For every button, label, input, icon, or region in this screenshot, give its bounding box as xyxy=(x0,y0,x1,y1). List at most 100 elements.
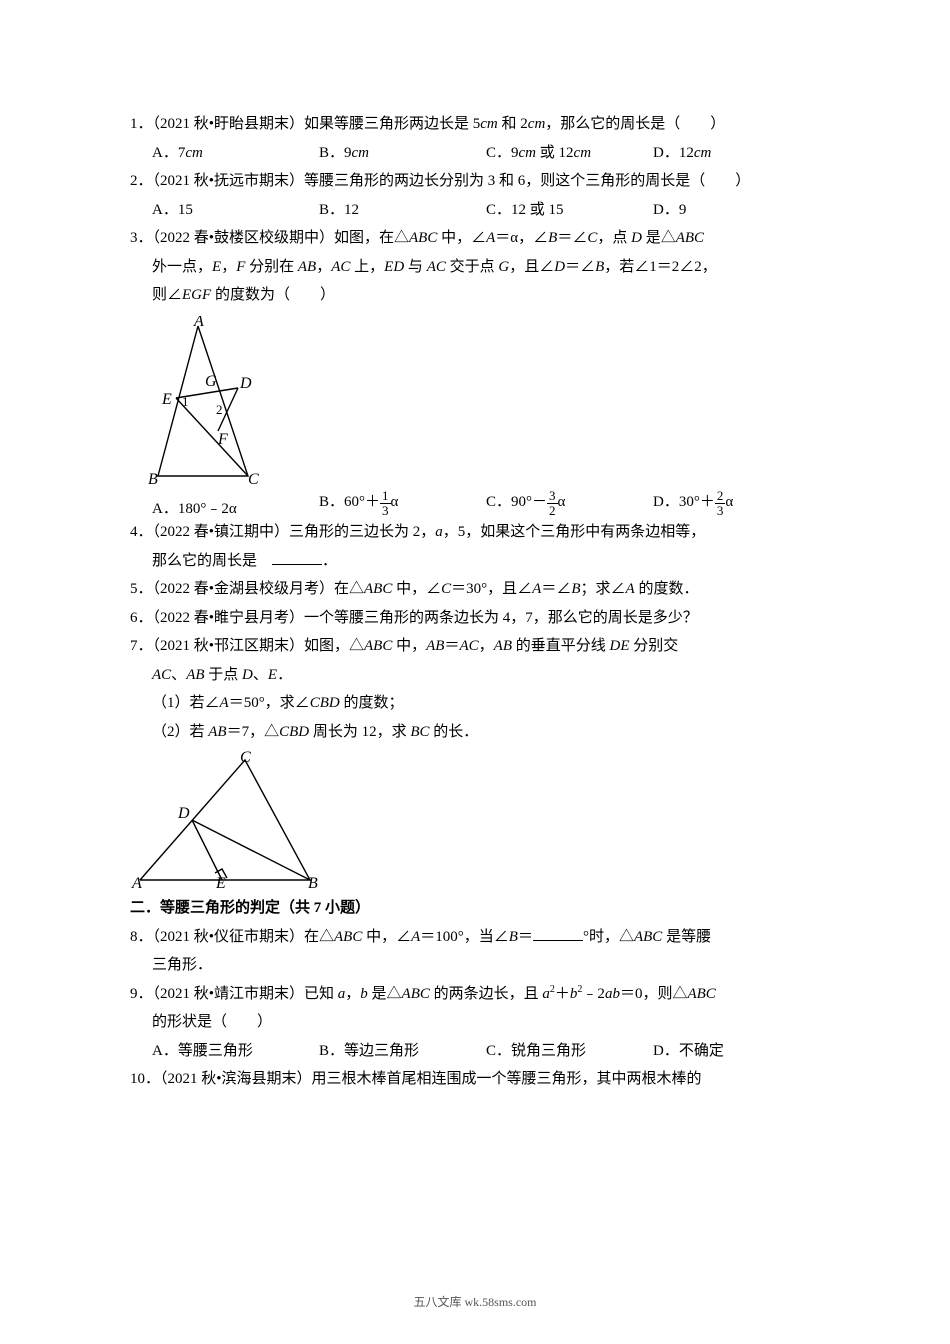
sym: a xyxy=(542,986,550,1002)
t: ＝50°，求∠ xyxy=(229,695,310,711)
sym: AB xyxy=(186,667,204,683)
t: 周长为 12，求 xyxy=(309,724,410,740)
t: （2）若 xyxy=(152,724,208,740)
t: ＝∠ xyxy=(541,581,571,597)
t: 、 xyxy=(253,667,268,683)
fraction: 13 xyxy=(380,489,391,517)
sym: b xyxy=(360,986,368,1002)
svg-text:A: A xyxy=(193,316,204,330)
question-5: 5．（2022 春•金湖县校级月考）在△ABC 中，∠C＝30°，且∠A＝∠B；… xyxy=(130,575,820,604)
svg-text:2: 2 xyxy=(216,402,223,417)
t: 是△ xyxy=(368,986,402,1002)
sym: AB xyxy=(208,724,226,740)
t: ＝0，则△ xyxy=(620,986,688,1002)
svg-text:D: D xyxy=(177,805,190,822)
sym: AB xyxy=(494,638,512,654)
question-4-line2: 那么它的周长是 ． xyxy=(130,547,820,576)
q1-textb: 和 2 xyxy=(498,116,528,132)
sym: ABC xyxy=(634,929,662,945)
question-10: 10．（2021 秋•滨海县期末）用三根木棒首尾相连围成一个等腰三角形，其中两根… xyxy=(130,1065,820,1094)
question-7-part1: （1）若∠A＝50°，求∠CBD 的度数； xyxy=(130,689,820,718)
sym: ABC xyxy=(409,230,437,246)
t: ＝ xyxy=(444,638,459,654)
sym: ABC xyxy=(402,986,430,1002)
t: 是等腰 xyxy=(662,929,711,945)
q2-options: A．15 B．12 C．12 或 15 D．9 xyxy=(130,196,820,225)
sym: A xyxy=(532,581,541,597)
q1-opt-b: B．9cm xyxy=(319,139,486,168)
sym: B xyxy=(509,929,518,945)
q3-options: A．180°﹣2α B．60°＋13α C．90°－32α D．30°＋23α xyxy=(130,490,820,519)
t: 与 xyxy=(404,259,427,275)
svg-text:C: C xyxy=(240,750,251,766)
t: － xyxy=(532,494,547,510)
sym: AC xyxy=(427,259,446,275)
t: ＝7，△ xyxy=(227,724,280,740)
t: ． xyxy=(277,667,292,683)
sym: B xyxy=(571,581,580,597)
question-2: 2．（2021 秋•抚远市期末）等腰三角形的两边长分别为 3 和 6，则这个三角… xyxy=(130,167,820,196)
t: 5．（2022 春•金湖县校级月考）在△ xyxy=(130,581,364,597)
q3-opt-c: C．90°－32α xyxy=(486,490,653,519)
sym: ABC xyxy=(676,230,704,246)
sym: A xyxy=(411,929,420,945)
t: 中，∠ xyxy=(392,581,441,597)
opt-label: B．9 xyxy=(319,145,352,161)
t: （1）若∠ xyxy=(152,695,220,711)
question-8-line2: 三角形． xyxy=(130,951,820,980)
q1-textc: ，那么它的周长是（ ） xyxy=(545,116,725,132)
t: B．60° xyxy=(319,494,365,510)
q3-opt-d: D．30°＋23α xyxy=(653,490,820,519)
sym: D xyxy=(631,230,642,246)
sym: B xyxy=(595,259,604,275)
fraction: 23 xyxy=(715,489,726,517)
unit: cm xyxy=(185,145,203,161)
opt-label: C．9 xyxy=(486,145,519,161)
sym: AB xyxy=(426,638,444,654)
t: 7．（2021 秋•邗江区期末）如图，△ xyxy=(130,638,364,654)
sym: ab xyxy=(605,986,620,1002)
t: ，5，如果这个三角形中有两条边相等， xyxy=(443,524,706,540)
fill-blank[interactable] xyxy=(533,925,583,941)
t: ，点 xyxy=(597,230,631,246)
t: α xyxy=(391,494,399,510)
fill-blank[interactable] xyxy=(272,549,322,565)
q1-opt-c: C．9cm 或 12cm xyxy=(486,139,653,168)
t: α xyxy=(725,494,733,510)
q7-figure: A B C D E xyxy=(130,750,330,890)
q1-text: 1．（2021 秋•盱眙县期末）如果等腰三角形两边长是 5 xyxy=(130,116,480,132)
q9-opt-d: D．不确定 xyxy=(653,1037,820,1066)
t: 9．（2021 秋•靖江市期末）已知 xyxy=(130,986,338,1002)
num: 1 xyxy=(380,489,391,504)
unit: cm xyxy=(528,116,546,132)
question-8: 8．（2021 秋•仪征市期末）在△ABC 中，∠A＝100°，当∠B＝°时，△… xyxy=(130,923,820,952)
sym: A xyxy=(220,695,229,711)
opt-label: A．7 xyxy=(152,145,185,161)
t: 的度数为（ ） xyxy=(211,287,335,303)
t: 的两条边长，且 xyxy=(430,986,543,1002)
q3-opt-a: A．180°﹣2α xyxy=(152,497,319,518)
t: ＋ xyxy=(700,494,715,510)
t: ＝30°，且∠ xyxy=(451,581,532,597)
sym: EGF xyxy=(182,287,211,303)
q2-text: 2．（2021 秋•抚远市期末）等腰三角形的两边长分别为 3 和 6，则这个三角… xyxy=(130,173,750,189)
t: α xyxy=(558,494,566,510)
sym: AC xyxy=(331,259,350,275)
t: ＋ xyxy=(555,986,570,1002)
sym: C xyxy=(441,581,451,597)
question-3-line3: 则∠EGF 的度数为（ ） xyxy=(130,281,820,310)
sym: E xyxy=(268,667,277,683)
sym: AC xyxy=(459,638,478,654)
t: ＝∠ xyxy=(565,259,595,275)
t: D．30° xyxy=(653,494,700,510)
sym: C xyxy=(587,230,597,246)
t: 的度数． xyxy=(635,581,699,597)
num: 2 xyxy=(715,489,726,504)
sym: D xyxy=(554,259,565,275)
page: 1．（2021 秋•盱眙县期末）如果等腰三角形两边长是 5cm 和 2cm，那么… xyxy=(0,0,950,1344)
unit: cm xyxy=(694,145,712,161)
t: 3．（2022 春•鼓楼区校级期中）如图，在△ xyxy=(130,230,409,246)
fraction: 32 xyxy=(547,489,558,517)
unit: cm xyxy=(519,145,537,161)
den: 2 xyxy=(547,504,558,518)
